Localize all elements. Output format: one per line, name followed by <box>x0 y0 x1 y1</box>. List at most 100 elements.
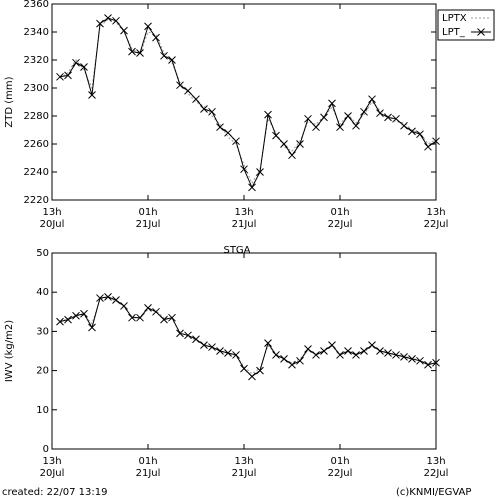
y-axis-label: ZTD (mm) <box>4 76 15 127</box>
y-tick-label: 10 <box>36 405 49 416</box>
data-point <box>344 347 352 355</box>
y-tick-label: 20 <box>36 366 49 377</box>
data-point <box>72 311 80 320</box>
data-point <box>272 131 280 140</box>
data-point <box>304 114 312 123</box>
data-point <box>88 323 96 332</box>
data-point <box>152 307 160 316</box>
x-tick-label: 13h 22Jul <box>423 456 449 479</box>
data-point <box>320 113 328 122</box>
y-tick-label: 2340 <box>24 27 49 38</box>
data-point <box>344 112 352 120</box>
y-tick-label: 2320 <box>24 55 49 66</box>
data-point <box>136 49 144 57</box>
data-point <box>120 26 128 35</box>
data-point <box>352 121 360 130</box>
y-tick-label: 2280 <box>24 111 49 122</box>
data-point <box>336 351 344 359</box>
legend-marker <box>477 28 485 36</box>
data-point <box>144 304 152 312</box>
y-tick-label: 2220 <box>24 195 49 206</box>
data-point <box>384 113 392 122</box>
data-point <box>264 339 272 348</box>
data-point <box>80 309 88 318</box>
x-tick-label: 01h 22Jul <box>327 207 353 230</box>
data-point <box>408 127 416 136</box>
data-point <box>224 128 232 137</box>
data-point <box>168 56 176 64</box>
data-point <box>112 296 120 304</box>
x-tick-label: 13h 21Jul <box>231 456 257 479</box>
data-point <box>264 110 272 119</box>
data-point <box>192 335 200 344</box>
data-point <box>408 354 416 363</box>
x-tick-label: 13h 20Jul <box>39 207 65 230</box>
data-point <box>104 14 112 22</box>
y-axis-label: IWV (kg/m2) <box>4 320 15 382</box>
data-point <box>240 165 248 174</box>
x-tick-label: 01h 21Jul <box>135 207 161 230</box>
data-point <box>64 71 72 80</box>
data-point <box>160 51 168 60</box>
data-point <box>192 95 200 104</box>
plot-frame <box>51 3 437 201</box>
data-point <box>176 81 184 90</box>
data-point <box>328 341 336 349</box>
data-point <box>184 331 192 340</box>
data-point <box>256 168 264 176</box>
x-tick-label: 01h 22Jul <box>327 456 353 479</box>
y-tick-label: 2260 <box>24 139 49 150</box>
data-point <box>376 109 384 118</box>
y-tick-label: 2360 <box>24 0 49 10</box>
data-point <box>144 22 152 31</box>
y-tick-label: 50 <box>36 248 49 259</box>
data-point <box>272 351 280 359</box>
data-point <box>424 360 432 369</box>
data-point <box>240 364 248 373</box>
copyright-label: (c)KNMI/EGVAP <box>396 487 472 498</box>
plot-frame <box>51 252 437 450</box>
y-tick-label: 2240 <box>24 167 49 178</box>
legend-label: LPTX <box>442 13 467 24</box>
data-point <box>96 19 104 28</box>
data-point <box>208 343 216 351</box>
data-point <box>184 86 192 95</box>
data-point <box>400 121 408 130</box>
data-point <box>200 341 208 349</box>
data-point <box>216 347 224 355</box>
data-point <box>128 47 136 56</box>
data-point <box>232 351 240 359</box>
data-point <box>336 123 344 132</box>
data-point <box>288 151 296 160</box>
data-point <box>72 58 80 67</box>
data-point <box>280 140 288 148</box>
x-tick-label: 01h 21Jul <box>135 456 161 479</box>
data-point <box>136 313 144 322</box>
data-point <box>256 366 264 375</box>
data-point <box>216 123 224 132</box>
data-point <box>176 329 184 338</box>
y-tick-label: 0 <box>43 444 49 455</box>
data-point <box>320 347 328 355</box>
y-tick-label: 2300 <box>24 83 49 94</box>
data-point <box>280 354 288 363</box>
data-point <box>128 313 136 322</box>
legend-label: LPT_ <box>442 27 466 38</box>
data-point <box>208 107 216 116</box>
x-tick-label: 13h 20Jul <box>39 456 65 479</box>
chart-title: STGA <box>223 245 250 256</box>
data-point <box>56 317 64 326</box>
data-point <box>416 130 424 139</box>
data-point <box>288 360 296 369</box>
data-point <box>112 16 120 25</box>
data-point <box>384 349 392 357</box>
data-point <box>400 353 408 361</box>
data-point <box>368 95 376 104</box>
x-tick-label: 13h 21Jul <box>231 207 257 230</box>
series-line <box>59 297 437 375</box>
data-point <box>64 315 72 324</box>
data-point <box>296 356 304 365</box>
y-tick-label: 30 <box>36 326 49 337</box>
data-point <box>88 91 96 99</box>
data-point <box>328 99 336 108</box>
